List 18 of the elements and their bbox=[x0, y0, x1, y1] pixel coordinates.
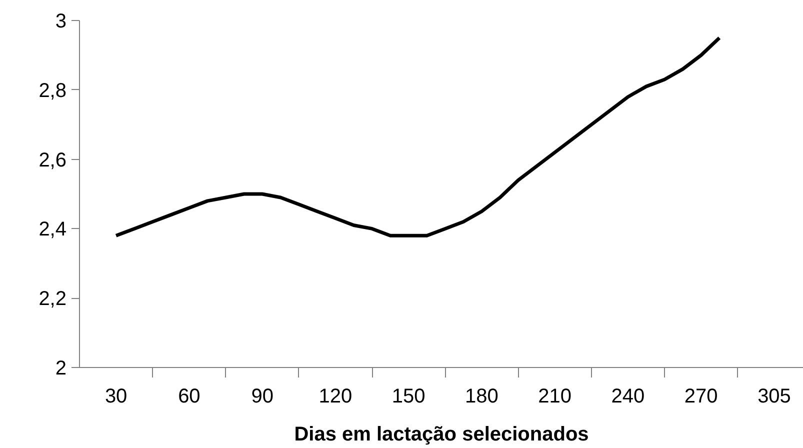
x-tick-label: 60 bbox=[178, 386, 200, 408]
x-axis-title: Dias em lactação selecionados bbox=[294, 424, 589, 446]
x-tick-label: 305 bbox=[758, 386, 791, 408]
x-tick-label: 270 bbox=[684, 386, 718, 408]
y-tick-label: 2,6 bbox=[38, 149, 67, 172]
x-tick-label: 180 bbox=[465, 386, 498, 408]
line-series bbox=[114, 36, 722, 238]
y-tick-label: 2,4 bbox=[38, 218, 67, 241]
y-tick-label: 2,8 bbox=[38, 80, 67, 102]
x-tick-label: 90 bbox=[251, 386, 274, 408]
y-tick-label: 2,2 bbox=[38, 288, 67, 310]
x-tick-label: 150 bbox=[392, 386, 426, 408]
x-tick-label: 240 bbox=[611, 386, 645, 408]
x-tick-label: 30 bbox=[104, 386, 128, 408]
y-tick-label: 3 bbox=[55, 10, 66, 32]
x-tick-label: 120 bbox=[318, 386, 352, 408]
x-tick-label: 210 bbox=[538, 386, 572, 408]
y-tick-label: 2 bbox=[55, 358, 66, 380]
